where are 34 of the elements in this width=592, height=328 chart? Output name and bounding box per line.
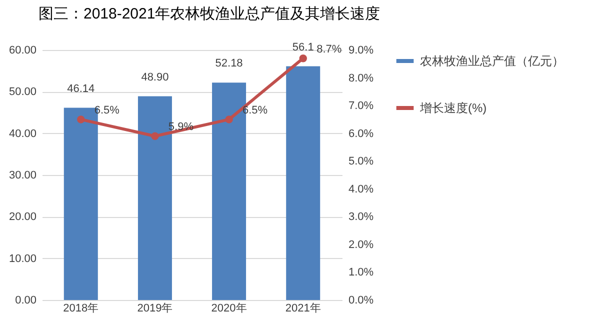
y2-tick-label: 3.0%: [348, 211, 374, 224]
x-tick-label: 2018年: [63, 302, 99, 314]
y-tick-label: 60.00: [8, 44, 36, 56]
y2-tick-label: 7.0%: [348, 100, 374, 112]
chart-title: 图三：2018-2021年农林牧渔业总产值及其增长速度: [38, 5, 380, 22]
y-tick-label: 30.00: [8, 170, 36, 182]
x-tick-label: 2021年: [285, 302, 321, 314]
y2-tick-label: 1.0%: [348, 266, 374, 279]
point: [77, 116, 85, 124]
data-label: 52.18: [215, 58, 243, 70]
x-tick-label: 2020年: [211, 302, 247, 314]
y-tick-label: 0.00: [15, 294, 36, 306]
point: [299, 54, 307, 62]
y2-tick-label: 8.0%: [348, 72, 374, 84]
y2-tick-label: 6.0%: [348, 128, 374, 140]
legend-label: 增长速度(%): [419, 101, 487, 115]
data-label: 48.90: [141, 71, 169, 84]
data-label: 8.7%: [316, 43, 342, 56]
y2-tick-label: 5.0%: [348, 156, 374, 168]
data-label: 56.1: [292, 41, 314, 54]
x-tick-label: 2019年: [137, 302, 173, 314]
point: [225, 116, 233, 124]
bar: [286, 66, 320, 300]
y2-tick-label: 2.0%: [348, 238, 374, 251]
y2-tick-label: 0.0%: [348, 294, 374, 306]
y-tick-label: 50.00: [8, 86, 36, 98]
y2-tick-label: 4.0%: [348, 183, 374, 196]
y2-tick-label: 9.0%: [348, 44, 374, 56]
y-tick-label: 20.00: [8, 211, 36, 224]
y-tick-label: 10.00: [8, 252, 36, 265]
point: [151, 132, 159, 140]
legend-label: 农林牧渔业总产值（亿元）: [420, 54, 564, 68]
y-tick-label: 40.00: [8, 128, 36, 140]
data-label: 46.14: [67, 82, 95, 95]
